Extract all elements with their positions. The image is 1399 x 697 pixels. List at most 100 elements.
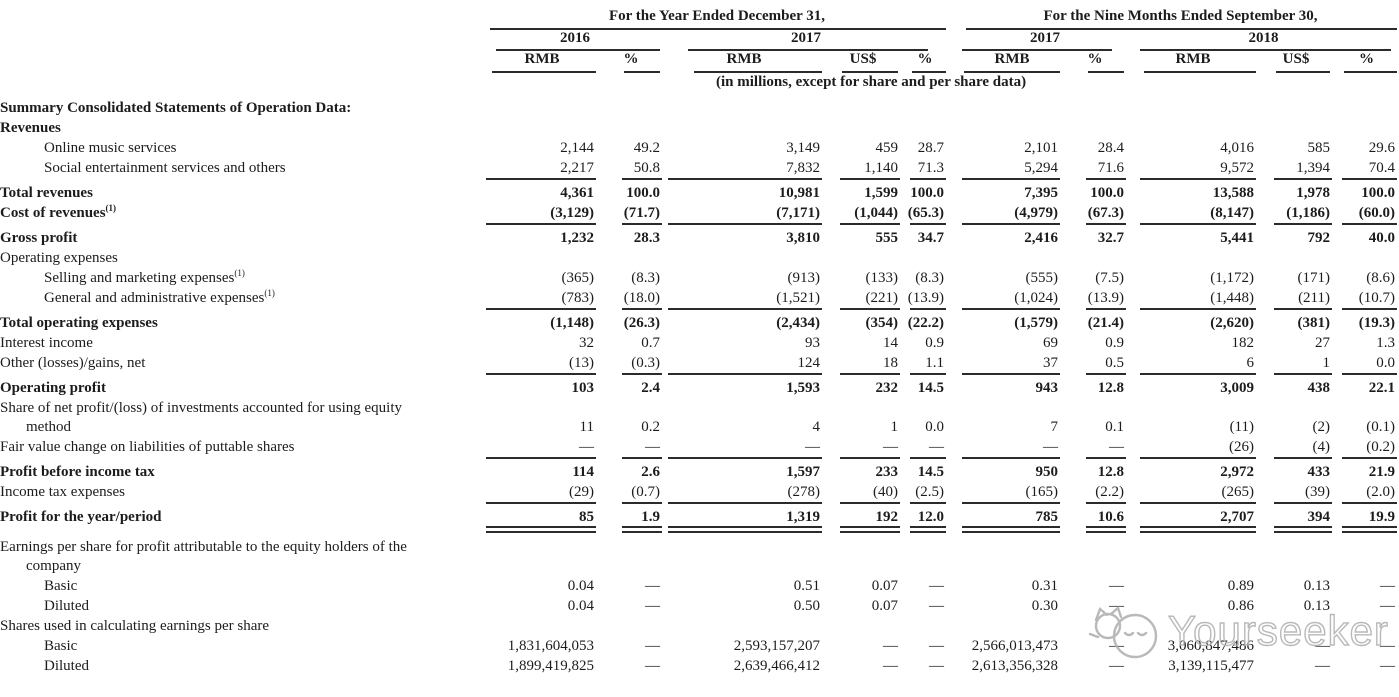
value-cell: (1,024) [962, 289, 1062, 310]
value-cell: 459 [875, 140, 899, 156]
table-row: Profit for the year/period 85 1.9 1,319 192 1… [0, 508, 1399, 533]
table-row: General and administrative expenses(1) (7… [0, 288, 1399, 310]
value-cell: 0.0 [1334, 354, 1399, 375]
value-cell: 1,599 [864, 185, 898, 201]
row-label: Selling and marketing expenses(1) [44, 268, 245, 287]
value-cell: 21.9 [1368, 464, 1395, 480]
row-label: Revenues [0, 120, 61, 136]
value-cell: (265) [1128, 483, 1258, 504]
value-cell: (1,521) [664, 289, 824, 310]
value-cell: (1,172) [1210, 270, 1254, 286]
value-cell: 1,593 [786, 380, 820, 396]
value-cell: (22.2) [907, 315, 944, 331]
value-cell: (19.3) [1358, 315, 1395, 331]
table-body: Summary Consolidated Statements of Opera… [0, 99, 1399, 676]
value-cell: 3,149 [786, 140, 820, 156]
value-cell: — [1315, 658, 1330, 674]
row-label: Basic [44, 638, 78, 654]
value-cell: (165) [962, 483, 1062, 504]
value-cell: 11 [579, 419, 594, 435]
table-row: Income tax expenses (29) (0.7) (278) (40) (2.… [0, 483, 1399, 504]
table-row: Diluted 1,899,419,825 — 2,639,466,412 — — 2,61… [0, 657, 1399, 676]
year-2017-annual: 2017 [664, 30, 948, 51]
value-cell: — [883, 638, 898, 654]
table-row: Online music services 2,144 49.2 3,149 459 28… [0, 139, 1399, 158]
value-cell: (0.7) [598, 483, 664, 504]
table-row: Basic 1,831,604,053 — 2,593,157,207 — — 2,566,… [0, 637, 1399, 656]
value-cell: (365) [561, 270, 595, 286]
value-cell: 0.1 [1105, 419, 1124, 435]
value-cell: 3,139,115,477 [1168, 658, 1254, 674]
value-cell: — [824, 438, 902, 459]
value-cell: — [645, 598, 660, 614]
value-cell: 3,810 [786, 230, 820, 246]
table-row: Interest income 32 0.7 93 14 0.9 69 0.9 182 27 1.3 [0, 334, 1399, 353]
table-row: Gross profit 1,232 28.3 3,810 555 34.7 2,416 32… [0, 229, 1399, 248]
table-row: Selling and marketing expenses(1) (365) (8… [0, 269, 1399, 288]
value-cell: (381) [1297, 315, 1331, 331]
value-cell: (0.1) [1366, 419, 1395, 435]
value-cell: (65.3) [902, 204, 948, 225]
table-row: Social entertainment services and others… [0, 159, 1399, 180]
value-cell: 9,572 [1128, 159, 1258, 180]
row-label: Profit for the year/period [0, 509, 162, 525]
value-cell: 7 [1050, 419, 1059, 435]
value-cell: — [883, 658, 898, 674]
row-label: Gross profit [0, 230, 78, 246]
value-cell: (171) [1297, 270, 1331, 286]
value-cell: 32 [579, 335, 594, 351]
value-cell: (7.5) [1095, 270, 1124, 286]
value-cell: 2,613,356,328 [971, 658, 1058, 674]
value-cell: 1 [890, 419, 899, 435]
value-cell: 32.7 [1097, 230, 1124, 246]
value-cell: 2,593,157,207 [733, 638, 820, 654]
value-cell: — [929, 658, 944, 674]
row-label: Basic [44, 578, 78, 594]
table-row: Cost of revenues(1) (3,129) (71.7) (7,171)(… [0, 204, 1399, 225]
value-cell: — [1109, 578, 1124, 594]
value-cell: (2.2) [1062, 483, 1128, 504]
value-cell: 2.4 [641, 380, 660, 396]
col-rmb: RMB [962, 51, 1062, 73]
value-cell: (21.4) [1087, 315, 1124, 331]
value-cell: 1,140 [824, 159, 902, 180]
value-cell: (221) [824, 289, 902, 310]
value-cell: (39) [1258, 483, 1334, 504]
header-units: RMB % RMB US$ % RMB % RMB US$ % [0, 51, 1399, 73]
value-cell: 4,016 [1220, 140, 1254, 156]
value-cell: (1,448) [1128, 289, 1258, 310]
value-cell: (1,044) [824, 204, 902, 225]
value-cell: 34.7 [917, 230, 944, 246]
row-label: Other (losses)/gains, net [0, 355, 146, 371]
row-label: General and administrative expenses(1) [44, 288, 275, 307]
value-cell: 1 [1258, 354, 1334, 375]
value-cell: 3,060,847,486 [1167, 638, 1254, 654]
value-cell: 1,899,419,825 [507, 658, 594, 674]
value-cell: 2,639,466,412 [733, 658, 820, 674]
value-cell: 28.7 [917, 140, 944, 156]
value-cell: (7,171) [664, 204, 824, 225]
table-row: Summary Consolidated Statements of Opera… [0, 99, 1399, 118]
row-label: Interest income [0, 335, 93, 351]
value-cell: 2,144 [560, 140, 594, 156]
value-cell: 0.9 [925, 335, 944, 351]
value-cell: 0.89 [1227, 578, 1254, 594]
value-cell: 3,009 [1220, 380, 1254, 396]
table-row: Revenues [0, 119, 1399, 138]
table-row: Total revenues 4,361 100.0 10,981 1,599 100.0… [0, 184, 1399, 203]
value-cell: 0.9 [1105, 335, 1124, 351]
value-cell: 433 [1307, 464, 1331, 480]
value-cell: (2) [1312, 419, 1331, 435]
value-cell: (0.2) [1334, 438, 1399, 459]
value-cell: (8.3) [915, 270, 944, 286]
value-cell: (783) [486, 289, 598, 310]
value-cell: 4,361 [560, 185, 594, 201]
value-cell: 10.6 [1062, 508, 1128, 533]
value-cell: — [598, 438, 664, 459]
col-pct: % [1334, 51, 1399, 73]
value-cell: 2,972 [1220, 464, 1254, 480]
value-cell: 182 [1231, 335, 1255, 351]
value-cell: (1,186) [1258, 204, 1334, 225]
row-label: Earnings per share for profit attributab… [0, 539, 407, 574]
